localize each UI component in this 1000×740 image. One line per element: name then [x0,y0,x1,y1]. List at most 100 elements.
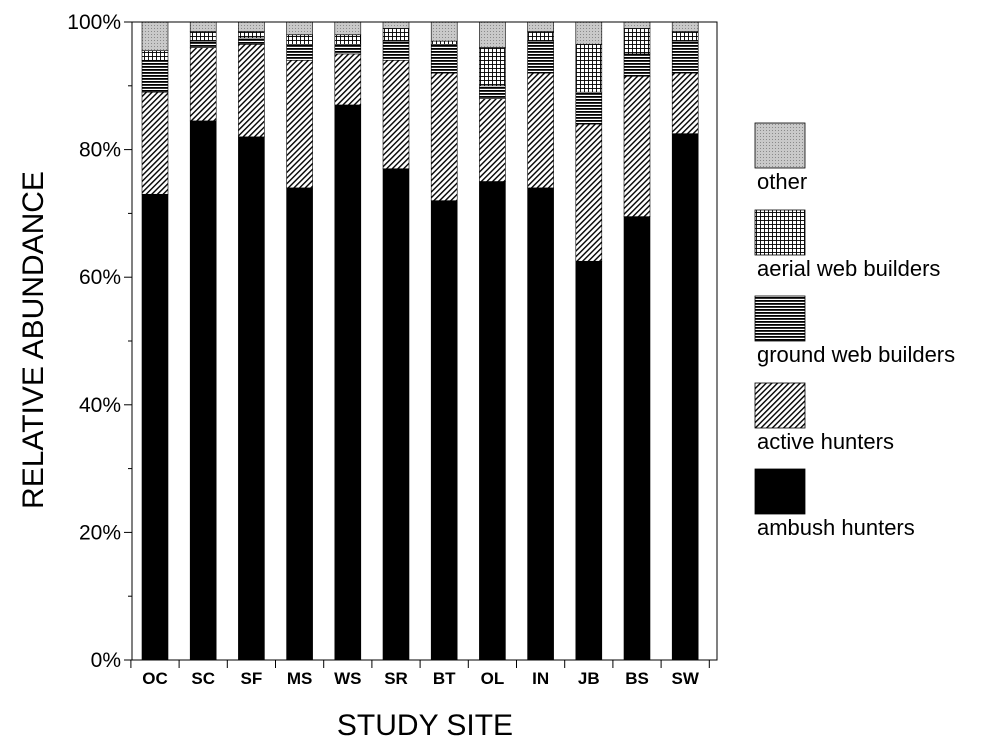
bar-segment-sc-other [189,21,217,32]
bar-segment-sf-active-hunters [238,44,265,138]
bar-segment-ms-other [286,21,313,36]
plot-area: 0% 20% 40% 60% 80% 100% OC SC SF MS WS SR BT OL IN JB B… [67,11,718,688]
bar-segment-sw-ambush-hunters [671,133,699,661]
bar-segment-bt-aerial-web-builders [430,40,458,45]
x-tick-label-jb: JB [578,669,600,688]
bar-segment-bs-ambush-hunters [623,216,651,661]
bar-segment-bs-active-hunters [623,75,651,217]
bar-segment-oc-other [141,21,169,52]
bar-segment-sc-aerial-web-builders [189,31,217,42]
bar-sf [238,21,265,661]
bar-sr [382,21,410,661]
x-tick-label-ms: MS [287,669,313,688]
bar-segment-ol-aerial-web-builders [479,47,506,87]
y-axis: 0% 20% 40% 60% 80% 100% [67,11,132,672]
bar-segment-bs-aerial-web-builders [623,28,651,55]
legend-label-aerial-web-builders: aerial web builders [757,256,940,281]
bar-segment-sf-aerial-web-builders [238,31,265,39]
legend-swatch-ground-web-builders [754,295,806,342]
y-tick-label-80: 80% [79,139,121,162]
bar-segment-sc-ambush-hunters [189,120,217,661]
bar-segment-jb-aerial-web-builders [575,44,603,93]
legend-label-ambush-hunters: ambush hunters [757,515,915,540]
bar-segment-sr-aerial-web-builders [382,28,410,42]
bar-segment-oc-ground-web-builders [141,59,169,93]
bars-group [141,21,699,661]
bar-segment-jb-ground-web-builders [575,91,603,125]
bar-segment-bt-ground-web-builders [430,44,458,74]
bar-segment-oc-active-hunters [141,91,169,195]
bar-segment-sr-ground-web-builders [382,40,410,61]
bar-bt [430,21,458,661]
bar-segment-oc-aerial-web-builders [141,50,169,61]
bar-segment-ws-active-hunters [334,53,362,106]
bar-segment-ws-aerial-web-builders [334,34,362,45]
x-tick-label-sw: SW [672,669,700,688]
x-tick-label-bt: BT [433,669,456,688]
bar-segment-sr-other [382,21,410,29]
bar-segment-in-other [527,21,554,32]
legend-swatch-aerial-web-builders [754,209,806,256]
legend-label-active-hunters: active hunters [757,429,894,454]
bar-segment-in-ground-web-builders [527,40,554,74]
x-tick-label-oc: OC [142,669,168,688]
bar-segment-sw-aerial-web-builders [671,31,699,42]
legend-item-ambush-hunters: ambush hunters [754,468,915,540]
bar-in [527,21,554,661]
x-axis: OC SC SF MS WS SR BT OL IN JB BS SW [130,660,710,688]
bar-segment-ws-ambush-hunters [334,104,362,661]
x-tick-label-sr: SR [384,669,408,688]
legend-item-aerial-web-builders: aerial web builders [754,209,940,281]
bar-segment-sf-ground-web-builders [238,37,265,45]
bar-ws [334,21,362,661]
bar-segment-ws-ground-web-builders [334,44,362,55]
x-axis-title: STUDY SITE [337,709,513,740]
bar-segment-sc-ground-web-builders [189,40,217,48]
bar-segment-sr-ambush-hunters [382,168,410,661]
bar-segment-ol-ambush-hunters [479,181,506,661]
y-tick-label-100: 100% [67,11,121,34]
bar-segment-in-active-hunters [527,72,554,189]
bar-segment-sw-other [671,21,699,32]
bar-oc [141,21,169,661]
bar-segment-sr-active-hunters [382,59,410,170]
bar-ol [479,21,506,661]
legend: other aerial web builders ground web bui… [754,122,955,540]
bar-sw [671,21,699,661]
y-tick-label-40: 40% [79,394,121,417]
bar-segment-bt-other [430,21,458,42]
legend-item-ground-web-builders: ground web builders [754,295,955,367]
x-tick-label-bs: BS [625,669,649,688]
legend-swatch-active-hunters [754,382,806,429]
bar-segment-sf-ambush-hunters [238,136,265,661]
bar-segment-bs-ground-web-builders [623,53,651,77]
bar-segment-sw-active-hunters [671,72,699,134]
y-tick-label-20: 20% [79,521,121,544]
legend-swatch-ambush-hunters [754,468,806,515]
legend-item-active-hunters: active hunters [754,382,894,454]
y-axis-title: RELATIVE ABUNDANCE [17,171,50,509]
bar-segment-ol-active-hunters [479,98,506,182]
bar-segment-bs-other [623,21,651,29]
x-tick-label-sc: SC [191,669,215,688]
bar-segment-oc-ambush-hunters [141,193,169,661]
bar-segment-jb-ambush-hunters [575,260,603,661]
bar-segment-ms-ground-web-builders [286,44,313,61]
bar-segment-ol-other [479,21,506,48]
legend-item-other: other [754,122,807,194]
bar-segment-ws-other [334,21,362,36]
bar-sc [189,21,217,661]
legend-label-ground-web-builders: ground web builders [757,342,955,367]
bar-segment-sw-ground-web-builders [671,40,699,74]
x-tick-label-sf: SF [241,669,263,688]
bar-bs [623,21,651,661]
bar-jb [575,21,603,661]
bar-segment-bt-active-hunters [430,72,458,201]
bar-segment-sc-active-hunters [189,47,217,122]
x-tick-label-in: IN [532,669,549,688]
y-tick-label-0: 0% [91,649,121,672]
bar-segment-ms-active-hunters [286,59,313,189]
bar-segment-sf-other [238,21,265,32]
bar-segment-ol-ground-web-builders [479,85,506,99]
legend-swatch-other [754,122,806,169]
